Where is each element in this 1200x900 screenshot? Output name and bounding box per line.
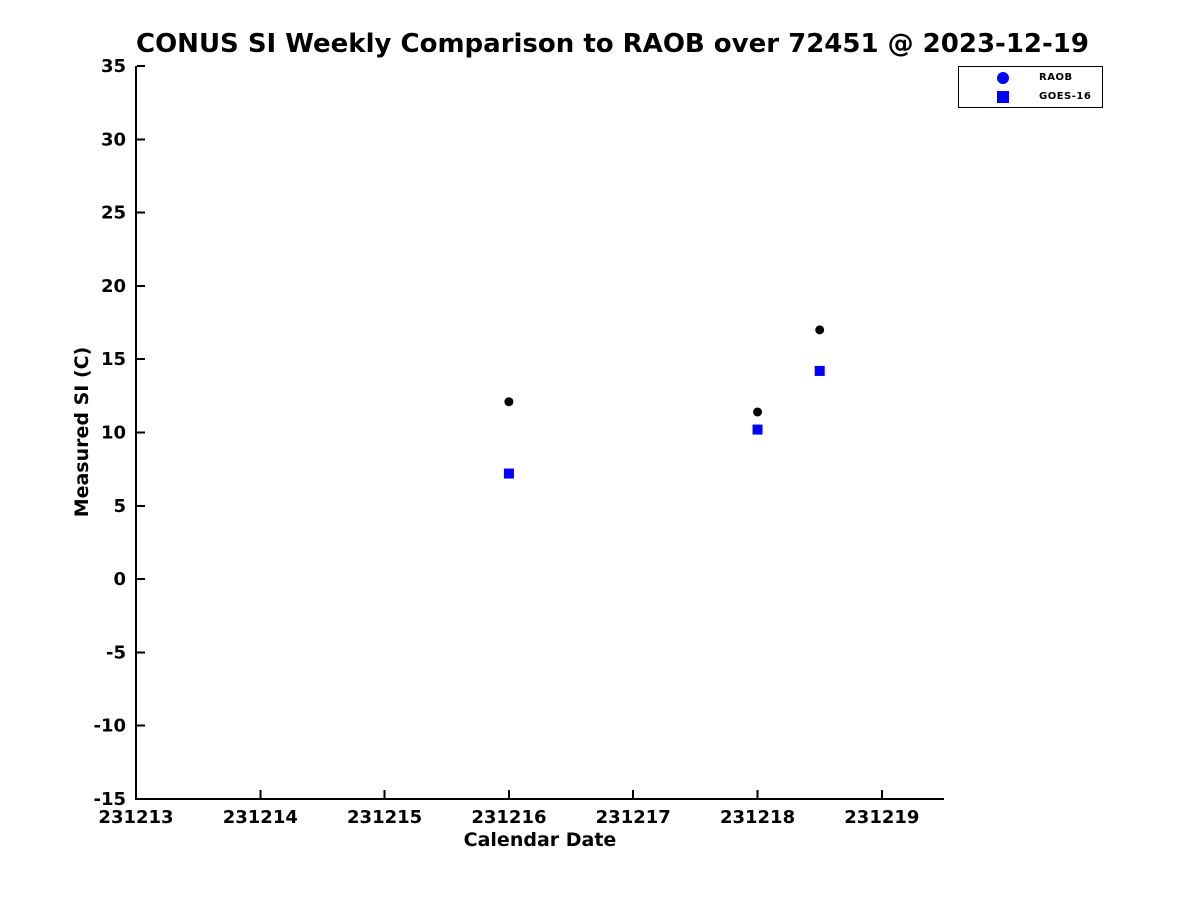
y-tick-label: 20: [101, 276, 126, 297]
x-tick-label: 231218: [720, 807, 795, 828]
legend-label-goes-16: GOES-16: [1039, 91, 1092, 102]
y-tick-label: 5: [113, 496, 126, 517]
raob-point: [504, 397, 514, 407]
x-tick-label: 231213: [98, 807, 173, 828]
legend-item-raob: RAOB: [959, 68, 1102, 87]
raob-circle-marker-icon: [997, 71, 1009, 84]
raob-point: [815, 325, 825, 335]
x-tick-label: 231215: [347, 807, 422, 828]
x-axis-label: Calendar Date: [463, 829, 617, 851]
legend-item-goes-16: GOES-16: [959, 87, 1102, 106]
x-tick-label: 231214: [223, 807, 298, 828]
goes-16-square-marker-icon: [997, 90, 1009, 103]
y-tick-label: 25: [101, 203, 126, 224]
y-tick-label: -5: [106, 642, 126, 663]
raob-point: [753, 407, 763, 417]
y-tick-label: -10: [93, 716, 126, 737]
chart-title: CONUS SI Weekly Comparison to RAOB over …: [136, 29, 1089, 59]
goes-16-point: [503, 468, 514, 479]
goes-16-point: [752, 424, 763, 435]
y-tick-label: 15: [101, 349, 126, 370]
y-axis-label: Measured SI (C): [71, 346, 93, 518]
legend-label-raob: RAOB: [1039, 72, 1073, 83]
y-tick-label: 30: [101, 129, 126, 150]
y-tick-label: 0: [113, 569, 126, 590]
y-tick-label: -15: [93, 789, 126, 810]
x-tick-label: 231217: [596, 807, 671, 828]
y-tick-label: 10: [101, 423, 126, 444]
legend: RAOB GOES-16: [958, 66, 1103, 108]
goes-16-point: [814, 365, 825, 376]
y-tick-label: 35: [101, 56, 126, 77]
x-tick-label: 231216: [471, 807, 546, 828]
x-tick-label: 231219: [844, 807, 919, 828]
